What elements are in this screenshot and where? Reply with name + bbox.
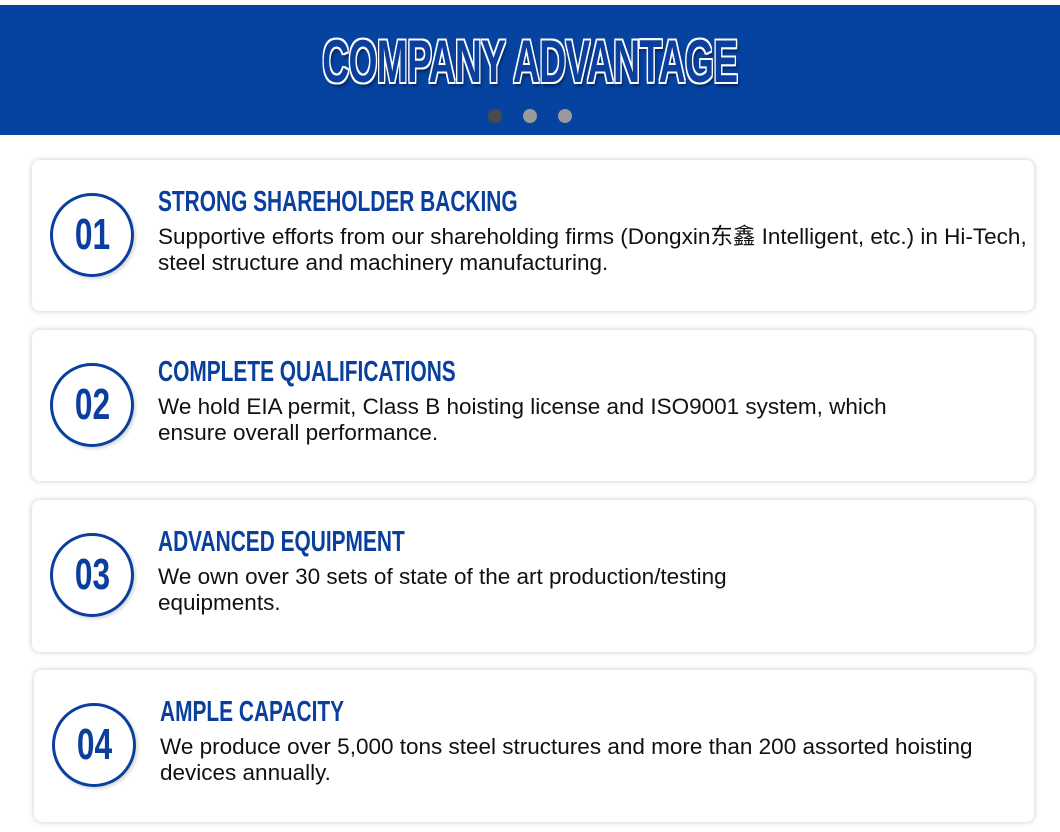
- carousel-dots: [0, 109, 1060, 123]
- header-banner: COMPANY ADVANTAGE: [0, 5, 1060, 135]
- card-description: We produce over 5,000 tons steel structu…: [160, 734, 973, 785]
- card-title: ADVANCED EQUIPMENT: [158, 526, 405, 558]
- carousel-dot-1[interactable]: [488, 109, 502, 123]
- advantage-card-2: 02 COMPLETE QUALIFICATIONS We hold EIA p…: [32, 330, 1034, 481]
- card-description: Supportive efforts from our shareholding…: [158, 224, 1027, 275]
- carousel-dot-3[interactable]: [558, 109, 572, 123]
- card-description: We hold EIA permit, Class B hoisting lic…: [158, 394, 887, 445]
- card-title: COMPLETE QUALIFICATIONS: [158, 356, 456, 388]
- number-badge: 02: [50, 363, 134, 447]
- carousel-dot-2[interactable]: [523, 109, 537, 123]
- number-badge: 01: [50, 193, 134, 277]
- page-title: COMPANY ADVANTAGE: [322, 28, 738, 95]
- number-badge: 03: [50, 533, 134, 617]
- card-title: AMPLE CAPACITY: [160, 696, 345, 728]
- number-badge: 04: [52, 703, 136, 787]
- card-title: STRONG SHAREHOLDER BACKING: [158, 186, 518, 218]
- advantage-card-4: 04 AMPLE CAPACITY We produce over 5,000 …: [34, 670, 1034, 822]
- card-description: We own over 30 sets of state of the art …: [158, 564, 727, 615]
- advantage-card-1: 01 STRONG SHAREHOLDER BACKING Supportive…: [32, 160, 1034, 311]
- advantage-card-3: 03 ADVANCED EQUIPMENT We own over 30 set…: [32, 500, 1034, 652]
